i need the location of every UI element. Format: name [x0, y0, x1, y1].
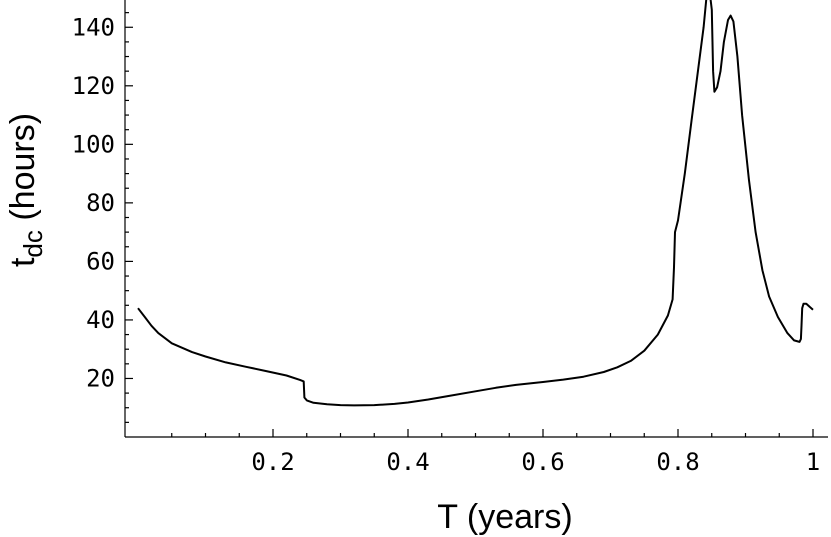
series-line: [137, 0, 814, 407]
y-tick-label: 100: [72, 130, 115, 158]
tick-labels: 20 40 60 80 100 120 140 0.2 0.4 0.6 0.8 1: [72, 13, 821, 476]
ticks: [125, 12, 814, 437]
y-tick-label: 40: [86, 306, 115, 334]
x-axis-title: T (years): [437, 498, 572, 536]
y-tick-label: 60: [86, 247, 115, 275]
axes: [124, 0, 828, 438]
y-axis-title-main: t: [4, 257, 42, 267]
y-axis-title: tdc (hours): [4, 113, 48, 267]
x-tick-label: 1: [806, 448, 820, 476]
y-tick-label: 120: [72, 72, 115, 100]
y-axis-title-rest: (hours): [4, 113, 42, 230]
y-tick-label: 140: [72, 13, 115, 41]
y-tick-label: 20: [86, 364, 115, 392]
y-tick-label: 80: [86, 189, 115, 217]
x-tick-label: 0.2: [251, 448, 294, 476]
x-tick-label: 0.6: [521, 448, 564, 476]
y-axis-title-subscript: dc: [18, 230, 48, 257]
x-tick-label: 0.4: [386, 448, 429, 476]
x-tick-label: 0.8: [656, 448, 699, 476]
